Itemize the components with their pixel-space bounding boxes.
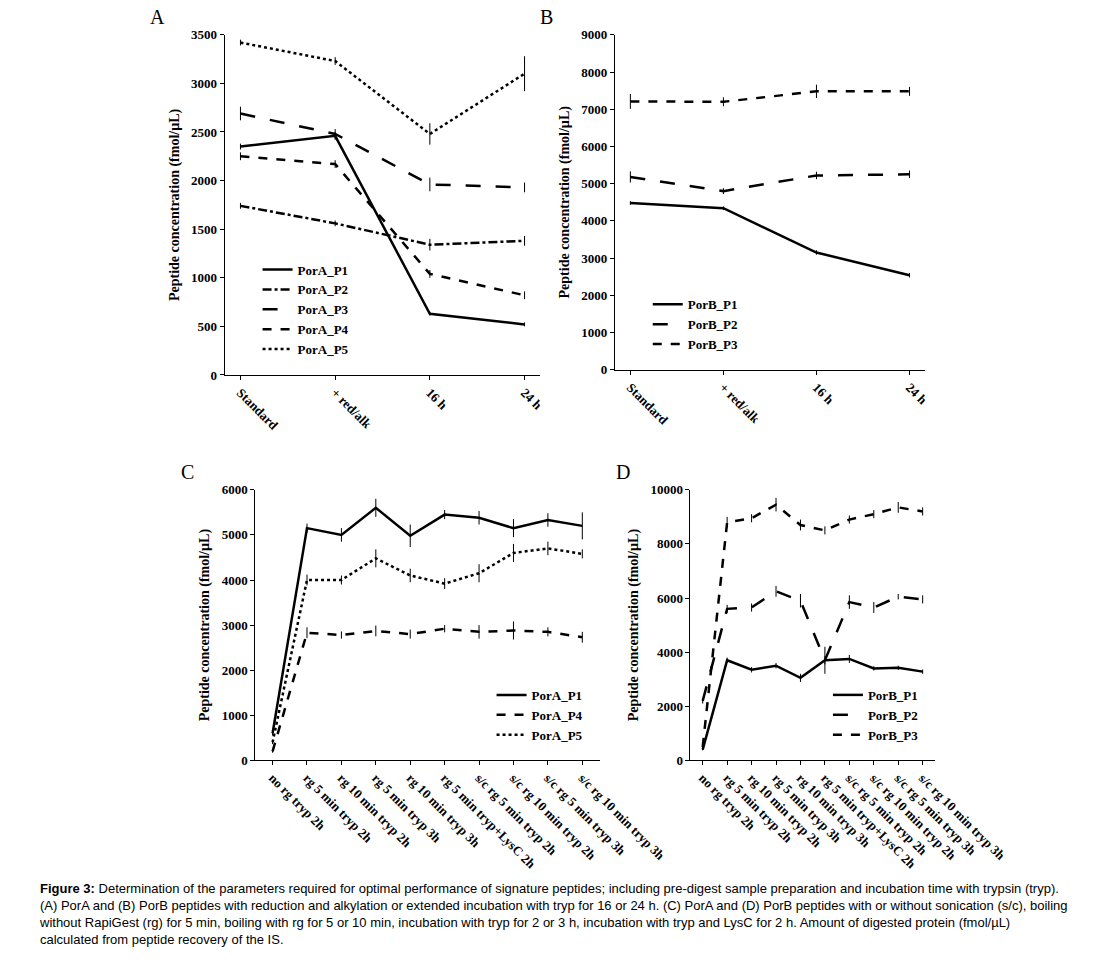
- svg-text:PorB_P1: PorB_P1: [688, 297, 738, 312]
- svg-text:Standard: Standard: [234, 385, 282, 433]
- svg-text:rg 5 min tryp+LysC 2h: rg 5 min tryp+LysC 2h: [438, 771, 539, 870]
- svg-text:6000: 6000: [657, 591, 683, 606]
- svg-text:3500: 3500: [191, 27, 217, 42]
- svg-text:2000: 2000: [657, 699, 683, 714]
- svg-text:8000: 8000: [657, 536, 683, 551]
- svg-text:16 h: 16 h: [423, 385, 451, 413]
- svg-text:rg 5 min tryp+LysC 2h: rg 5 min tryp+LysC 2h: [818, 771, 919, 870]
- svg-text:PorB_P2: PorB_P2: [688, 317, 738, 332]
- svg-text:PorA_P3: PorA_P3: [298, 302, 349, 317]
- svg-text:+ red/alk: + red/alk: [717, 380, 764, 427]
- svg-text:rg 5 min tryp 2h: rg 5 min tryp 2h: [720, 771, 795, 846]
- svg-text:rg 5 min tryp 2h: rg 5 min tryp 2h: [300, 771, 375, 846]
- svg-text:PorA_P1: PorA_P1: [532, 688, 583, 703]
- svg-text:1000: 1000: [581, 325, 607, 340]
- svg-text:Peptide concentration (fmol/µL: Peptide concentration (fmol/µL): [557, 106, 573, 299]
- svg-text:Peptide concentration (fmol/µL: Peptide concentration (fmol/µL): [626, 529, 642, 722]
- svg-text:1000: 1000: [191, 270, 217, 285]
- svg-text:C: C: [181, 461, 194, 483]
- svg-text:s/c rg 10 min tryp 2h: s/c rg 10 min tryp 2h: [507, 771, 600, 864]
- svg-text:s/c rg 10 min tryp 3h: s/c rg 10 min tryp 3h: [916, 771, 1009, 864]
- svg-text:PorB_P2: PorB_P2: [868, 708, 918, 723]
- svg-text:6000: 6000: [222, 482, 248, 497]
- svg-text:D: D: [616, 461, 630, 483]
- svg-text:3000: 3000: [191, 76, 217, 91]
- svg-text:5000: 5000: [581, 176, 607, 191]
- svg-text:0: 0: [211, 368, 218, 383]
- svg-text:6000: 6000: [581, 139, 607, 154]
- svg-text:A: A: [150, 6, 165, 28]
- svg-text:4000: 4000: [657, 645, 683, 660]
- svg-text:s/c rg 5 min tryp 2h: s/c rg 5 min tryp 2h: [843, 771, 931, 859]
- svg-text:Peptide concentration (fmol/µL: Peptide concentration (fmol/µL): [197, 529, 213, 722]
- svg-text:PorA_P4: PorA_P4: [532, 708, 583, 723]
- svg-text:Peptide concentration (fmol/µL: Peptide concentration (fmol/µL): [167, 108, 183, 301]
- svg-text:PorA_P1: PorA_P1: [298, 263, 349, 278]
- svg-text:7000: 7000: [581, 102, 607, 117]
- svg-text:PorA_P4: PorA_P4: [298, 322, 349, 337]
- svg-text:PorA_P5: PorA_P5: [298, 342, 349, 357]
- svg-text:s/c rg 5 min tryp 2h: s/c rg 5 min tryp 2h: [472, 771, 560, 859]
- svg-text:5000: 5000: [222, 527, 248, 542]
- svg-text:8000: 8000: [581, 65, 607, 80]
- svg-text:16 h: 16 h: [810, 380, 838, 408]
- svg-text:1000: 1000: [222, 708, 248, 723]
- svg-text:2000: 2000: [222, 663, 248, 678]
- svg-text:2500: 2500: [191, 125, 217, 140]
- svg-text:2000: 2000: [191, 173, 217, 188]
- svg-text:9000: 9000: [581, 27, 607, 42]
- svg-text:2000: 2000: [581, 288, 607, 303]
- svg-text:10000: 10000: [650, 482, 683, 497]
- svg-text:PorA_P5: PorA_P5: [532, 728, 583, 743]
- svg-text:+ red/alk: + red/alk: [328, 385, 375, 432]
- svg-text:3000: 3000: [222, 618, 248, 633]
- svg-text:s/c rg 5 min tryp 3h: s/c rg 5 min tryp 3h: [892, 771, 980, 859]
- svg-text:s/c rg 10 min tryp 2h: s/c rg 10 min tryp 2h: [867, 771, 960, 864]
- svg-text:1500: 1500: [191, 222, 217, 237]
- svg-text:rg 10 min tryp 2h: rg 10 min tryp 2h: [745, 771, 825, 851]
- svg-text:24 h: 24 h: [518, 385, 546, 413]
- svg-text:24 h: 24 h: [903, 380, 931, 408]
- svg-text:PorA_P2: PorA_P2: [298, 282, 349, 297]
- svg-text:500: 500: [198, 319, 218, 334]
- svg-text:0: 0: [676, 753, 683, 768]
- svg-text:no rg tryp 2h: no rg tryp 2h: [266, 771, 329, 834]
- svg-text:PorB_P1: PorB_P1: [868, 688, 918, 703]
- svg-text:no rg tryp 2h: no rg tryp 2h: [696, 771, 759, 834]
- svg-text:s/c rg 10 min tryp 3h: s/c rg 10 min tryp 3h: [576, 771, 669, 864]
- svg-text:Standard: Standard: [624, 380, 672, 428]
- svg-text:0: 0: [241, 753, 248, 768]
- svg-text:PorB_P3: PorB_P3: [868, 728, 918, 743]
- svg-text:4000: 4000: [581, 213, 607, 228]
- svg-text:rg 10 min tryp 2h: rg 10 min tryp 2h: [335, 771, 415, 851]
- html-text:Figure 3: Determination of the: Figure 3: Determination of the parameter…: [40, 881, 1068, 947]
- svg-text:PorB_P3: PorB_P3: [688, 337, 738, 352]
- svg-text:4000: 4000: [222, 573, 248, 588]
- svg-text:3000: 3000: [581, 251, 607, 266]
- svg-text:rg 10 min tryp 3h: rg 10 min tryp 3h: [404, 771, 484, 851]
- svg-text:0: 0: [601, 362, 608, 377]
- svg-text:rg 5 min tryp 3h: rg 5 min tryp 3h: [369, 771, 444, 846]
- svg-text:rg 5 min tryp 3h: rg 5 min tryp 3h: [769, 771, 844, 846]
- svg-text:rg 10 min tryp 3h: rg 10 min tryp 3h: [794, 771, 874, 851]
- svg-text:B: B: [540, 6, 553, 28]
- svg-text:s/c rg 5 min tryp 3h: s/c rg 5 min tryp 3h: [541, 771, 629, 859]
